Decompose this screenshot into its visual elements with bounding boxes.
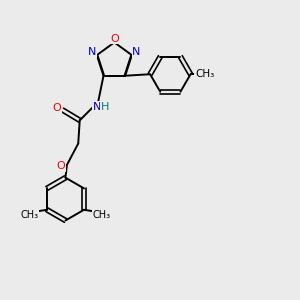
Text: CH₃: CH₃ — [93, 209, 111, 220]
Text: N: N — [132, 47, 140, 57]
Text: O: O — [110, 34, 119, 44]
Text: H: H — [100, 102, 109, 112]
Text: N: N — [92, 102, 101, 112]
Text: N: N — [88, 47, 97, 57]
Text: O: O — [53, 103, 62, 112]
Text: CH₃: CH₃ — [195, 69, 214, 79]
Text: CH₃: CH₃ — [20, 209, 38, 220]
Text: O: O — [57, 161, 65, 171]
